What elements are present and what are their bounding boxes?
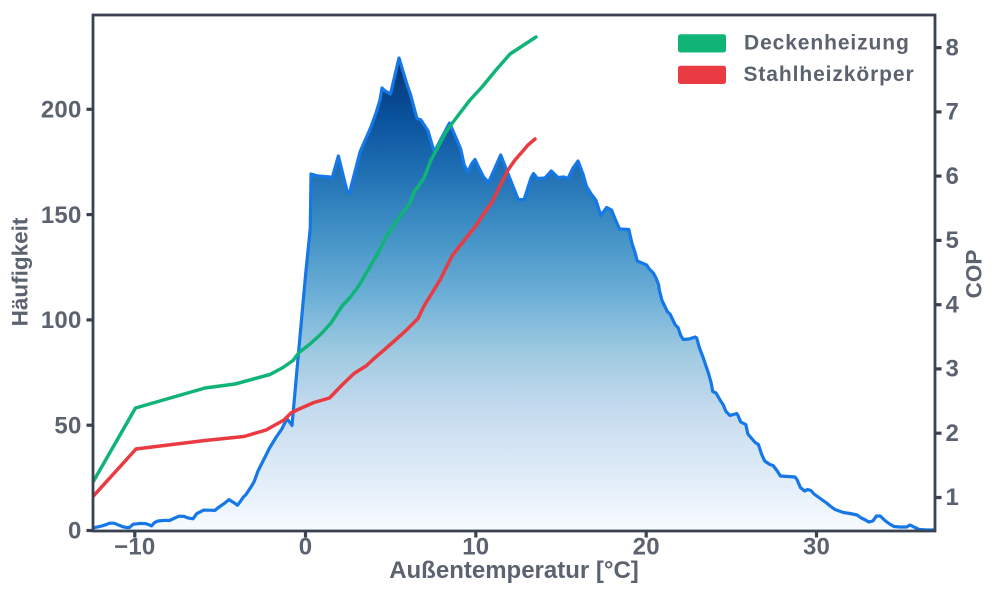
svg-text:Deckenheizung: Deckenheizung (744, 32, 910, 55)
svg-text:Außentemperatur [°C]: Außentemperatur [°C] (389, 557, 639, 584)
svg-text:6: 6 (946, 163, 960, 190)
svg-text:4: 4 (946, 291, 960, 318)
svg-text:3: 3 (946, 356, 960, 383)
svg-text:150: 150 (41, 202, 82, 229)
svg-text:2: 2 (946, 420, 960, 447)
svg-text:COP: COP (962, 250, 987, 299)
svg-text:8: 8 (946, 34, 960, 61)
svg-text:5: 5 (946, 227, 960, 254)
svg-text:1: 1 (946, 484, 960, 511)
svg-text:Häufigkeit: Häufigkeit (8, 217, 33, 326)
svg-text:Stahlheizkörper: Stahlheizkörper (744, 63, 915, 86)
svg-text:50: 50 (54, 412, 81, 439)
svg-text:7: 7 (946, 99, 960, 126)
svg-text:20: 20 (633, 534, 660, 561)
svg-text:100: 100 (41, 307, 82, 334)
svg-text:0: 0 (68, 518, 82, 545)
svg-text:200: 200 (41, 97, 82, 124)
svg-text:30: 30 (803, 534, 830, 561)
svg-text:−10: −10 (114, 534, 155, 561)
svg-text:10: 10 (462, 534, 489, 561)
svg-text:0: 0 (299, 534, 313, 561)
